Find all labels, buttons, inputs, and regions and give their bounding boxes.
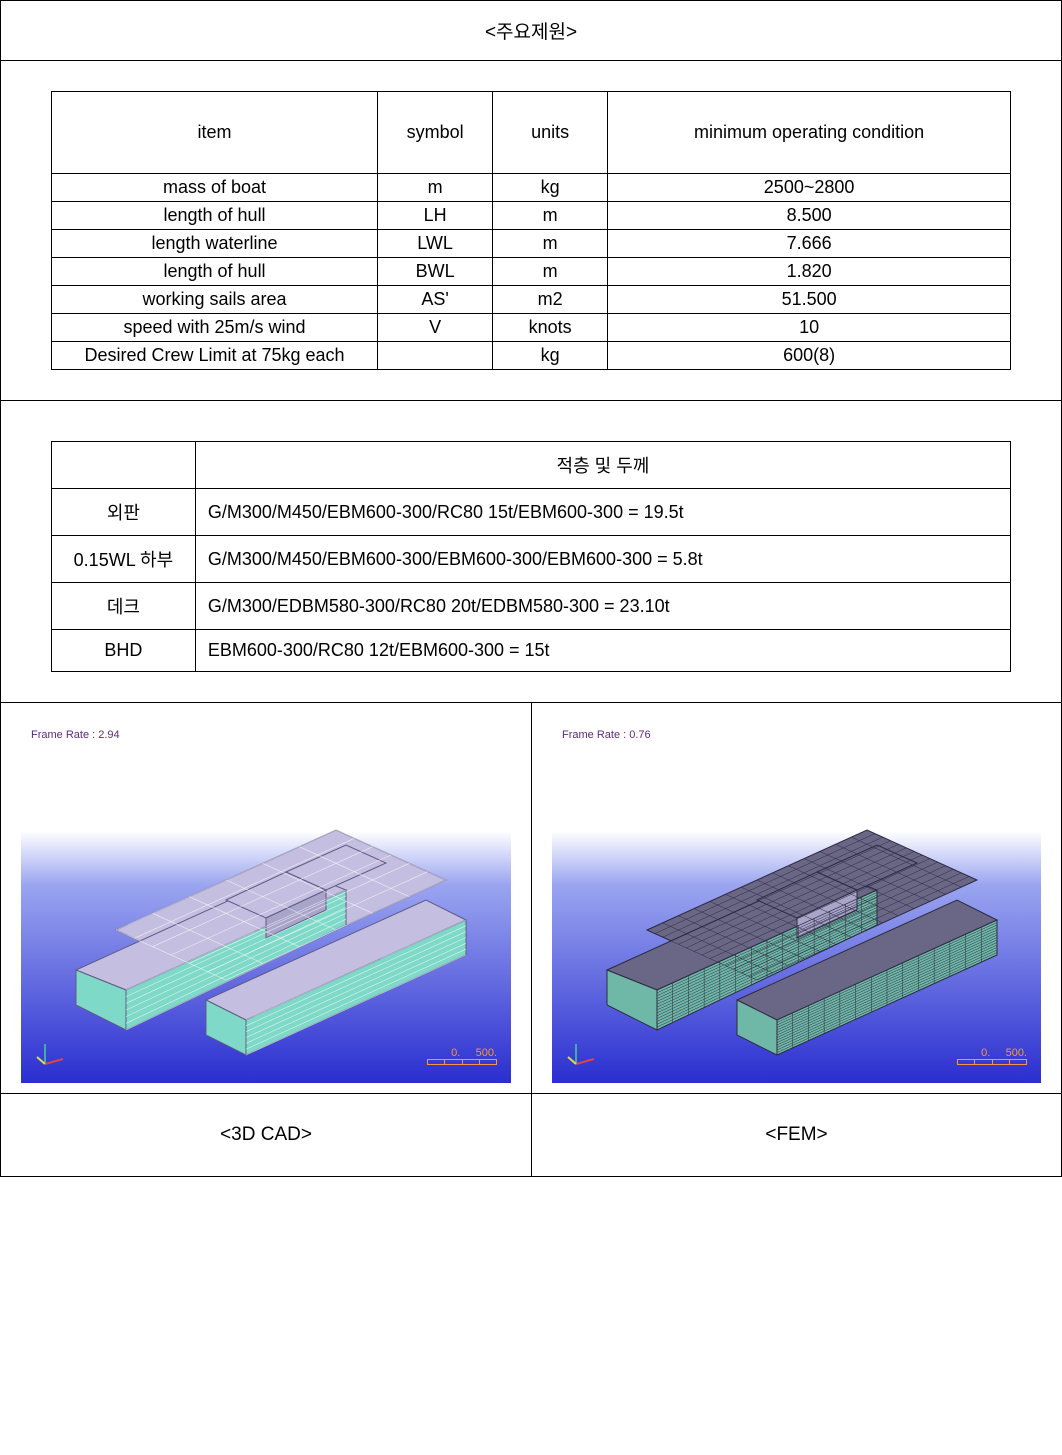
cell-units: m2 xyxy=(493,286,608,314)
cell-item: speed with 25m/s wind xyxy=(52,314,378,342)
th-symbol: symbol xyxy=(378,92,493,174)
scale-min: 0. xyxy=(981,1047,990,1059)
catamaran-model-icon xyxy=(56,760,476,1060)
render-fem-cell: Frame Rate : 0.76 0. 500. xyxy=(531,703,1061,1093)
cell-units: m xyxy=(493,230,608,258)
axis-tripod-icon xyxy=(566,1039,596,1069)
cell-cond: 1.820 xyxy=(608,258,1011,286)
cell-units: m xyxy=(493,202,608,230)
cell-units: m xyxy=(493,258,608,286)
spec-section: item symbol units minimum operating cond… xyxy=(1,61,1061,401)
th-units: units xyxy=(493,92,608,174)
table-row: length of hullBWLm1.820 xyxy=(52,258,1011,286)
table-row: speed with 25m/s windVknots10 xyxy=(52,314,1011,342)
cell-label: 0.15WL 하부 xyxy=(52,536,196,583)
cell-value: G/M300/M450/EBM600-300/RC80 15t/EBM600-3… xyxy=(195,489,1010,536)
scale-ticks-icon xyxy=(427,1059,497,1065)
cell-cond: 8.500 xyxy=(608,202,1011,230)
table-row: length of hullLHm8.500 xyxy=(52,202,1011,230)
scale-ticks-icon xyxy=(957,1059,1027,1065)
cell-cond: 600(8) xyxy=(608,342,1011,370)
frame-rate-label: Frame Rate : 2.94 xyxy=(31,729,120,741)
page-container: <주요제원> item symbol units minimum operati… xyxy=(0,0,1062,1177)
cell-units: knots xyxy=(493,314,608,342)
scale-bar: 0. 500. xyxy=(427,1047,497,1065)
cell-symbol: AS' xyxy=(378,286,493,314)
th-item: item xyxy=(52,92,378,174)
cell-item: length of hull xyxy=(52,258,378,286)
cell-item: length of hull xyxy=(52,202,378,230)
cell-value: G/M300/EDBM580-300/RC80 20t/EDBM580-300 … xyxy=(195,583,1010,630)
axis-tripod-icon xyxy=(35,1039,65,1069)
table-row: Desired Crew Limit at 75kg each kg600(8) xyxy=(52,342,1011,370)
table-row: 0.15WL 하부G/M300/M450/EBM600-300/EBM600-3… xyxy=(52,536,1011,583)
cell-value: EBM600-300/RC80 12t/EBM600-300 = 15t xyxy=(195,630,1010,672)
cell-units: kg xyxy=(493,174,608,202)
cell-label: 데크 xyxy=(52,583,196,630)
table-row: mass of boatmkg2500~2800 xyxy=(52,174,1011,202)
cell-symbol: m xyxy=(378,174,493,202)
cell-item: length waterline xyxy=(52,230,378,258)
cell-symbol: V xyxy=(378,314,493,342)
cell-cond: 10 xyxy=(608,314,1011,342)
th-layup: 적층 및 두께 xyxy=(195,442,1010,489)
catamaran-model-icon xyxy=(587,760,1007,1060)
table-header-row: 적층 및 두께 xyxy=(52,442,1011,489)
cell-cond: 7.666 xyxy=(608,230,1011,258)
frame-rate-label: Frame Rate : 0.76 xyxy=(562,729,651,741)
scale-max: 500. xyxy=(476,1047,497,1059)
renders-row: Frame Rate : 2.94 0. 500. Frame Rate : 0… xyxy=(1,703,1061,1094)
cell-cond: 51.500 xyxy=(608,286,1011,314)
th-blank xyxy=(52,442,196,489)
scale-bar: 0. 500. xyxy=(957,1047,1027,1065)
render-fem: Frame Rate : 0.76 0. 500. xyxy=(552,723,1041,1083)
cell-item: working sails area xyxy=(52,286,378,314)
cell-symbol xyxy=(378,342,493,370)
cell-item: mass of boat xyxy=(52,174,378,202)
table-row: 외판G/M300/M450/EBM600-300/RC80 15t/EBM600… xyxy=(52,489,1011,536)
cell-symbol: LWL xyxy=(378,230,493,258)
captions-row: <3D CAD> <FEM> xyxy=(1,1094,1061,1176)
table-row: working sails areaAS'm251.500 xyxy=(52,286,1011,314)
table-row: 데크G/M300/EDBM580-300/RC80 20t/EDBM580-30… xyxy=(52,583,1011,630)
cell-value: G/M300/M450/EBM600-300/EBM600-300/EBM600… xyxy=(195,536,1010,583)
cell-symbol: BWL xyxy=(378,258,493,286)
caption-3dcad: <3D CAD> xyxy=(1,1094,531,1176)
cell-label: 외판 xyxy=(52,489,196,536)
cell-cond: 2500~2800 xyxy=(608,174,1011,202)
cell-symbol: LH xyxy=(378,202,493,230)
cell-units: kg xyxy=(493,342,608,370)
caption-fem: <FEM> xyxy=(531,1094,1061,1176)
table-row: length waterlineLWLm7.666 xyxy=(52,230,1011,258)
page-title: <주요제원> xyxy=(1,1,1061,61)
table-row: BHDEBM600-300/RC80 12t/EBM600-300 = 15t xyxy=(52,630,1011,672)
render-3dcad-cell: Frame Rate : 2.94 0. 500. xyxy=(1,703,531,1093)
spec-table: item symbol units minimum operating cond… xyxy=(51,91,1011,370)
scale-max: 500. xyxy=(1006,1047,1027,1059)
layup-section: 적층 및 두께 외판G/M300/M450/EBM600-300/RC80 15… xyxy=(1,401,1061,703)
scale-min: 0. xyxy=(451,1047,460,1059)
th-cond: minimum operating condition xyxy=(608,92,1011,174)
render-3dcad: Frame Rate : 2.94 0. 500. xyxy=(21,723,511,1083)
cell-item: Desired Crew Limit at 75kg each xyxy=(52,342,378,370)
layup-table: 적층 및 두께 외판G/M300/M450/EBM600-300/RC80 15… xyxy=(51,441,1011,672)
cell-label: BHD xyxy=(52,630,196,672)
table-header-row: item symbol units minimum operating cond… xyxy=(52,92,1011,174)
